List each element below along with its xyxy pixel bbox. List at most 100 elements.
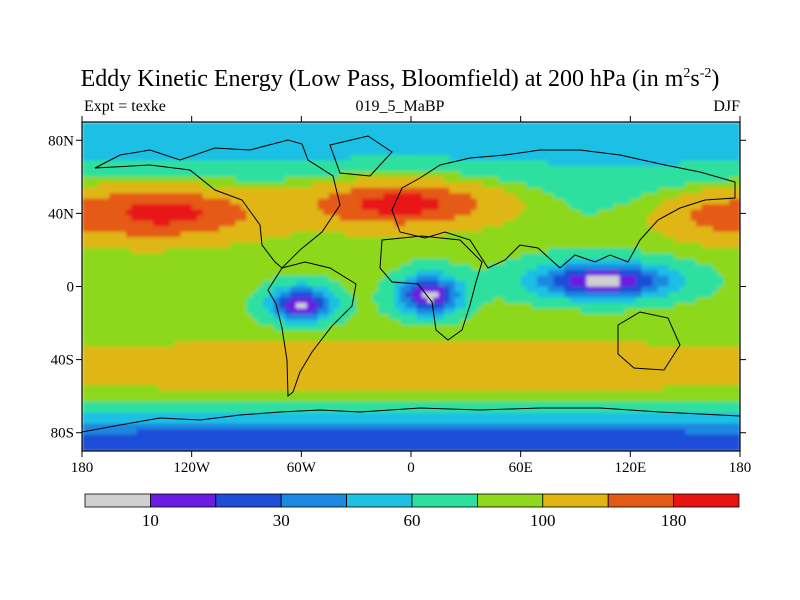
field-cell [575,154,582,161]
field-cell [279,275,286,282]
field-cell [482,127,489,134]
field-cell [92,335,100,342]
field-cell [367,165,374,172]
field-cell [290,330,297,337]
field-cell [674,226,681,233]
field-cell [180,286,187,293]
field-cell [690,187,697,194]
field-cell [367,193,374,200]
field-cell [668,270,675,277]
field-cell [454,248,461,255]
field-cell [224,264,231,271]
field-cell [542,253,549,260]
field-cell [657,275,664,282]
field-cell [707,237,714,244]
field-cell [103,341,111,348]
field-cell [268,324,275,331]
field-cell [405,286,412,293]
field-cell [411,149,418,156]
field-cell [197,231,204,238]
field-cell [339,204,346,211]
field-cell [411,231,418,238]
field-cell [251,138,259,145]
field-cell [723,259,730,266]
field-cell [208,335,215,342]
field-cell [197,281,204,288]
field-cell [493,182,500,189]
field-cell [635,313,642,320]
field-cell [153,308,160,315]
field-cell [372,182,379,189]
field-cell [416,264,423,271]
field-cell [323,286,330,293]
field-cell [186,281,193,288]
field-cell [197,209,204,216]
field-cell [476,286,483,293]
field-cell [131,220,138,227]
field-cell [147,160,154,167]
field-cell [109,281,116,288]
field-cell [624,302,631,310]
field-cell [416,313,423,320]
field-cell [312,132,319,140]
field-cell [520,275,527,282]
field-cell [317,264,324,271]
field-cell [591,198,599,205]
field-cell [131,302,138,310]
field-cell [213,302,220,310]
field-cell [427,127,434,134]
field-cell [520,176,527,183]
field-cell [454,160,461,167]
field-cell [723,132,730,140]
field-cell [465,231,472,238]
field-cell [668,215,675,222]
field-cell [125,226,132,233]
field-cell [224,302,231,310]
field-cell [586,176,593,183]
field-cell [624,231,631,238]
field-cell [432,204,440,211]
field-cell [339,302,346,310]
field-cell [476,143,483,151]
field-cell [476,341,483,348]
field-cell [630,149,637,156]
field-cell [465,330,472,337]
field-cell [92,165,100,172]
field-cell [454,291,461,299]
field-cell [509,264,516,271]
field-cell [120,248,127,255]
field-cell [515,308,522,315]
field-cell [125,143,132,151]
field-cell [400,319,407,326]
field-cell [449,226,456,233]
field-cell [438,138,445,145]
field-cell [668,259,675,266]
field-cell [295,226,302,233]
field-cell [570,275,577,282]
field-cell [246,341,253,348]
field-cell [147,308,154,315]
field-cell [147,281,154,288]
field-cell [317,220,324,227]
field-cell [191,132,198,140]
field-cell [103,242,111,249]
field-cell [98,231,105,238]
field-cell [646,237,653,244]
field-cell [191,143,198,151]
field-cell [246,138,253,145]
field-cell [273,270,280,277]
field-cell [378,171,385,178]
field-cell [317,319,324,326]
field-cell [580,341,588,348]
field-cell [471,264,478,271]
field-cell [696,330,703,337]
field-cell [564,253,571,260]
field-cell [87,193,94,200]
field-cell [383,143,390,151]
field-cell [317,154,324,161]
field-cell [136,198,143,205]
field-cell [153,226,160,233]
field-cell [427,291,434,299]
field-cell [597,286,604,293]
field-cell [312,242,319,249]
